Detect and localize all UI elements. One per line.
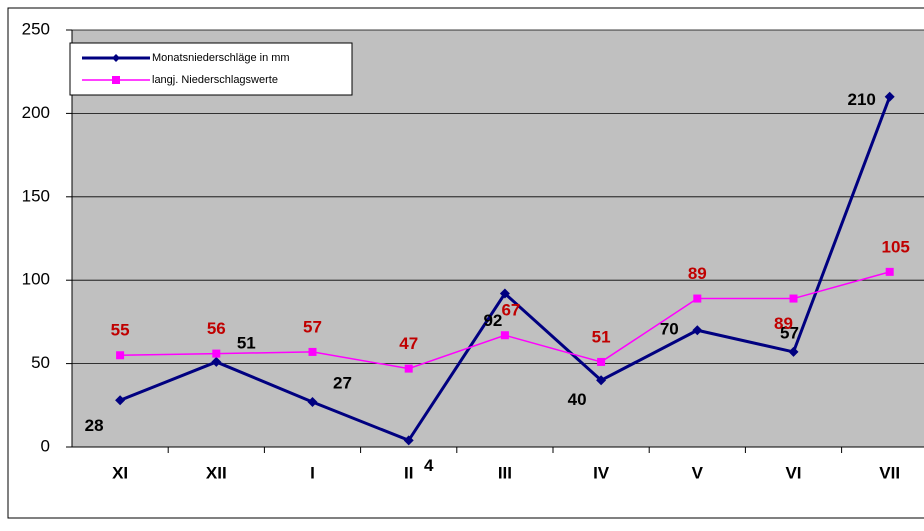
marker <box>404 364 413 373</box>
marker <box>403 435 414 446</box>
marker <box>693 294 702 303</box>
data-label: 89 <box>688 264 707 283</box>
data-label: 56 <box>207 319 226 338</box>
data-label: 210 <box>848 90 876 109</box>
marker <box>308 347 317 356</box>
x-tick-label: XI <box>112 463 128 482</box>
y-tick-label: 100 <box>22 270 50 289</box>
marker <box>499 288 510 299</box>
data-label: 67 <box>501 301 520 320</box>
legend <box>69 42 353 96</box>
marker <box>116 351 125 360</box>
x-tick-label: V <box>692 463 704 482</box>
marker <box>597 357 606 366</box>
x-tick-label: XII <box>206 463 227 482</box>
marker <box>212 349 221 358</box>
y-tick-label: 250 <box>22 19 50 38</box>
x-tick-label: IV <box>593 463 610 482</box>
data-label: 70 <box>660 320 679 339</box>
data-label: 105 <box>882 237 910 256</box>
marker <box>307 396 318 407</box>
data-label: 55 <box>111 321 130 340</box>
legend-marker <box>112 54 120 62</box>
legend-marker <box>112 76 120 84</box>
data-label: 28 <box>85 416 104 435</box>
data-label: 51 <box>592 327 611 346</box>
marker <box>885 267 894 276</box>
data-label: 40 <box>568 390 587 409</box>
x-tick-label: I <box>310 463 315 482</box>
marker <box>788 346 799 357</box>
marker <box>115 395 126 406</box>
data-label: 57 <box>303 317 322 336</box>
x-tick-label: VI <box>785 463 801 482</box>
data-label: 92 <box>483 311 502 330</box>
y-tick-label: 150 <box>22 186 50 205</box>
plot-area <box>72 30 924 447</box>
data-label: 4 <box>424 456 434 475</box>
marker <box>596 375 607 386</box>
marker <box>692 325 703 336</box>
marker <box>884 91 895 102</box>
y-tick-label: 50 <box>31 353 50 372</box>
data-label: 27 <box>333 373 352 392</box>
y-tick-label: 0 <box>41 436 50 455</box>
x-tick-label: VII <box>879 463 900 482</box>
data-label: 57 <box>780 323 799 342</box>
marker <box>211 356 222 367</box>
marker <box>500 331 509 340</box>
marker <box>789 294 798 303</box>
legend-label: langj. Niederschlagswerte <box>152 74 278 86</box>
y-tick-label: 200 <box>22 103 50 122</box>
data-label: 89 <box>774 314 793 333</box>
data-label: 51 <box>237 333 256 352</box>
legend-label: Monatsniederschläge in mm <box>152 52 290 64</box>
data-label: 47 <box>399 334 418 353</box>
x-tick-label: II <box>404 463 413 482</box>
x-tick-label: III <box>498 463 512 482</box>
